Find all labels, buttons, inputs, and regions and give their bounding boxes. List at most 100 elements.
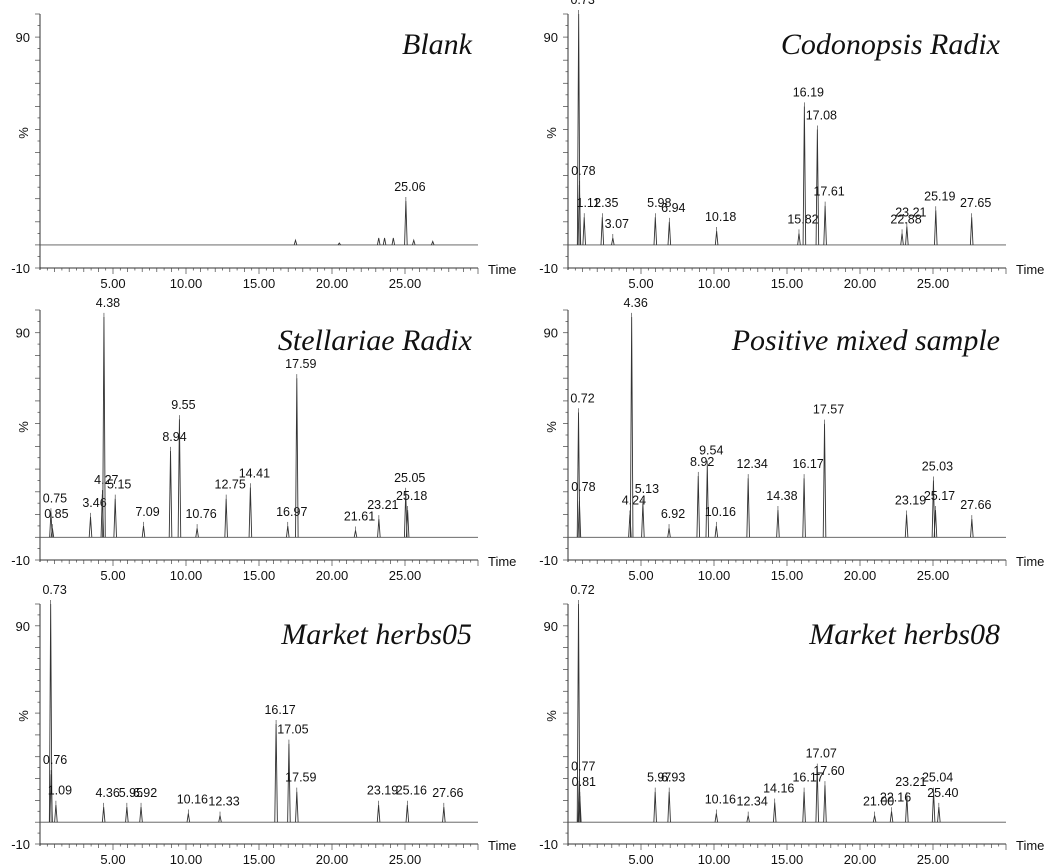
peak-label: 23.21 xyxy=(895,775,926,789)
peak-trace xyxy=(582,217,586,245)
x-tick-label: 20.00 xyxy=(844,276,877,291)
x-tick-label: 10.00 xyxy=(698,568,731,583)
peak-trace xyxy=(248,487,253,538)
panel-title: Codonopsis Radix xyxy=(781,28,1001,61)
peak-trace xyxy=(823,205,827,245)
peak-trace xyxy=(224,498,228,538)
peak-label: 0.81 xyxy=(572,775,596,789)
peak-label: 0.72 xyxy=(570,391,594,405)
peak-label: 21.00 xyxy=(863,795,894,809)
panel-title: Positive mixed sample xyxy=(731,324,1000,357)
peak-label: 16.17 xyxy=(792,771,823,785)
peak-trace xyxy=(653,791,657,823)
panel-title: Stellariae Radix xyxy=(278,324,473,357)
peak-trace xyxy=(904,514,909,538)
peak-trace xyxy=(353,530,358,538)
peak-label: 14.38 xyxy=(766,489,797,503)
x-tick-label: 20.00 xyxy=(316,852,349,864)
peak-label: 6.92 xyxy=(133,786,157,800)
peak-label: 12.34 xyxy=(737,795,768,809)
y-axis-label: % xyxy=(16,710,31,722)
peak-label: 25.18 xyxy=(396,489,427,503)
peak-label: 10.16 xyxy=(705,505,736,519)
x-tick-label: 25.00 xyxy=(389,568,422,583)
x-tick-label: 15.00 xyxy=(243,568,276,583)
y-axis-label: % xyxy=(544,127,559,139)
y-tick-label: 90 xyxy=(544,30,558,45)
peak-trace xyxy=(295,378,299,538)
peak-trace xyxy=(168,450,173,538)
x-tick-label: 20.00 xyxy=(316,568,349,583)
peak-label: 27.66 xyxy=(432,786,463,800)
x-axis-label: Time xyxy=(488,838,516,853)
chromatogram-panel: 5.00 10.00 15.00 20.00 25.00 Time 90 -10% Blank 2… xyxy=(11,13,516,291)
peak-trace xyxy=(139,806,143,823)
y-axis-label: % xyxy=(544,710,559,722)
peak-label: 0.75 xyxy=(43,491,67,505)
peak-label: 0.77 xyxy=(571,760,595,774)
chromatogram-panel: 5.00 10.00 15.00 20.00 25.00 Time 90 -10% Market… xyxy=(539,583,1044,864)
x-tick-label: 10.00 xyxy=(170,568,203,583)
peak-label: 4.38 xyxy=(96,296,120,310)
peak-trace xyxy=(797,233,801,245)
peak-label: 5.97 xyxy=(647,771,671,785)
x-axis-label: Time xyxy=(1016,838,1044,853)
x-tick-label: 5.00 xyxy=(628,568,653,583)
peak-trace xyxy=(295,791,299,823)
y-tick-label: 90 xyxy=(544,326,558,341)
x-tick-label: 10.00 xyxy=(170,276,203,291)
peak-trace xyxy=(286,525,290,538)
y-tick-label: -10 xyxy=(11,553,30,568)
x-tick-label: 5.00 xyxy=(628,852,653,864)
peak-label: 10.76 xyxy=(185,507,216,521)
peak-trace xyxy=(177,419,182,538)
peak-label: 5.98 xyxy=(647,196,671,210)
peak-label: 0.73 xyxy=(42,583,66,597)
x-tick-label: 10.00 xyxy=(698,852,731,864)
peak-label: 0.85 xyxy=(44,507,68,521)
peak-trace xyxy=(714,231,719,245)
peak-label: 4.36 xyxy=(95,786,119,800)
y-tick-label: 90 xyxy=(16,30,30,45)
peak-label: 4.24 xyxy=(622,494,646,508)
peak-label: 23.19 xyxy=(367,784,398,798)
x-tick-label: 15.00 xyxy=(771,568,804,583)
peak-trace xyxy=(113,498,117,538)
peak-label: 9.55 xyxy=(171,398,195,412)
peak-label: 7.09 xyxy=(135,505,159,519)
peak-trace xyxy=(101,806,106,823)
x-tick-label: 5.00 xyxy=(100,276,125,291)
peak-trace xyxy=(641,503,645,538)
peak-trace xyxy=(714,525,719,538)
x-tick-label: 20.00 xyxy=(844,568,877,583)
y-tick-label: 90 xyxy=(544,619,558,634)
peak-trace xyxy=(600,217,605,245)
peak-label: 4.27 xyxy=(94,473,118,487)
peak-trace xyxy=(577,184,582,245)
peak-label: 3.46 xyxy=(82,496,106,510)
x-tick-label: 25.00 xyxy=(917,276,950,291)
peak-label: 0.78 xyxy=(571,164,595,178)
peak-label: 25.06 xyxy=(394,180,425,194)
peak-trace xyxy=(125,806,129,823)
peak-trace xyxy=(54,804,58,823)
peak-label: 21.61 xyxy=(344,509,375,523)
peak-trace xyxy=(802,791,806,823)
peak-trace xyxy=(377,519,381,538)
peak-label: 25.05 xyxy=(394,471,425,485)
peak-label: 25.04 xyxy=(922,771,953,785)
peak-trace xyxy=(382,237,387,245)
x-tick-label: 10.00 xyxy=(698,276,731,291)
x-axis-label: Time xyxy=(488,262,516,277)
peak-trace xyxy=(667,791,671,823)
peak-trace xyxy=(714,813,719,823)
peak-trace xyxy=(49,774,53,823)
peak-trace xyxy=(696,475,700,538)
peak-label: 25.16 xyxy=(396,784,427,798)
peak-label: 12.33 xyxy=(208,795,239,809)
peak-label: 23.21 xyxy=(367,498,398,512)
peak-label: 14.41 xyxy=(239,466,270,480)
peak-label: 22.16 xyxy=(880,790,911,804)
peak-label: 27.66 xyxy=(960,498,991,512)
